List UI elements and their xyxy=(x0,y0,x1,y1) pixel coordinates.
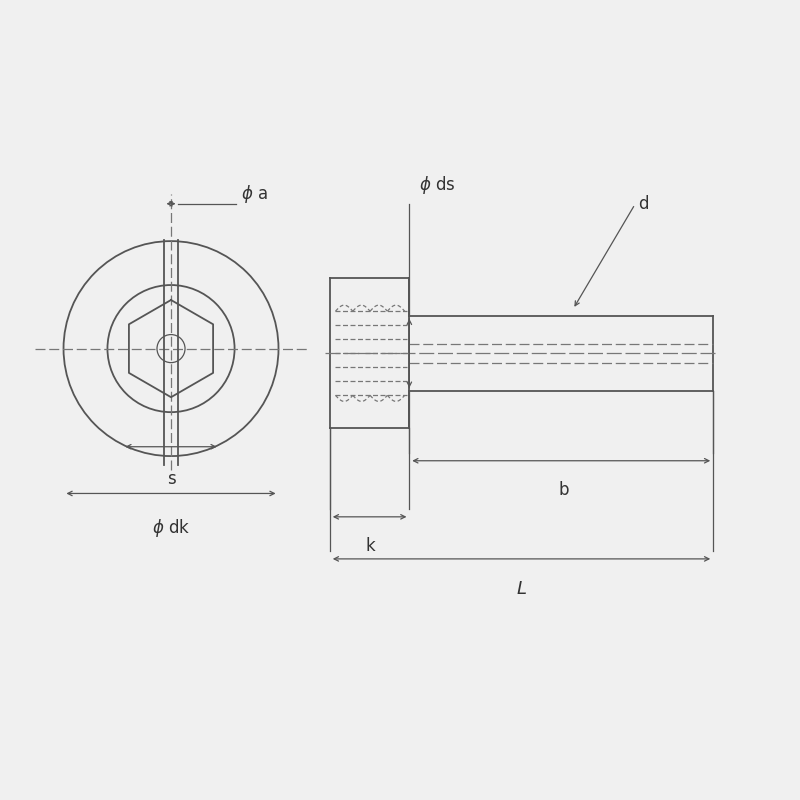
Text: k: k xyxy=(366,538,375,555)
Text: L: L xyxy=(517,580,526,598)
Text: s: s xyxy=(166,470,175,488)
Text: b: b xyxy=(558,482,569,499)
Text: $\phi$ a: $\phi$ a xyxy=(241,183,268,206)
Text: $\phi$ ds: $\phi$ ds xyxy=(418,174,455,196)
Text: d: d xyxy=(638,194,649,213)
Text: $\phi$ dk: $\phi$ dk xyxy=(152,517,190,539)
